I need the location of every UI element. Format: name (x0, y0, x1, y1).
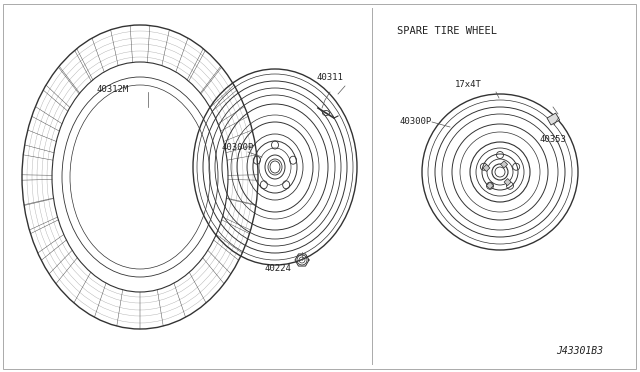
Text: 17x4T: 17x4T (454, 80, 481, 89)
Text: 40311: 40311 (317, 73, 344, 82)
Bar (504, 179, 511, 186)
Text: 40353: 40353 (540, 135, 567, 144)
Bar (547, 113, 559, 125)
Text: 40300P: 40300P (400, 117, 432, 126)
Text: 40312M: 40312M (97, 85, 129, 94)
Bar (486, 182, 493, 189)
Text: SPARE TIRE WHEEL: SPARE TIRE WHEEL (397, 26, 497, 36)
Text: J43301B3: J43301B3 (556, 346, 603, 356)
Bar (500, 161, 508, 168)
Bar (483, 164, 490, 171)
Text: 40300P: 40300P (222, 143, 254, 152)
Text: 40224: 40224 (264, 264, 291, 273)
